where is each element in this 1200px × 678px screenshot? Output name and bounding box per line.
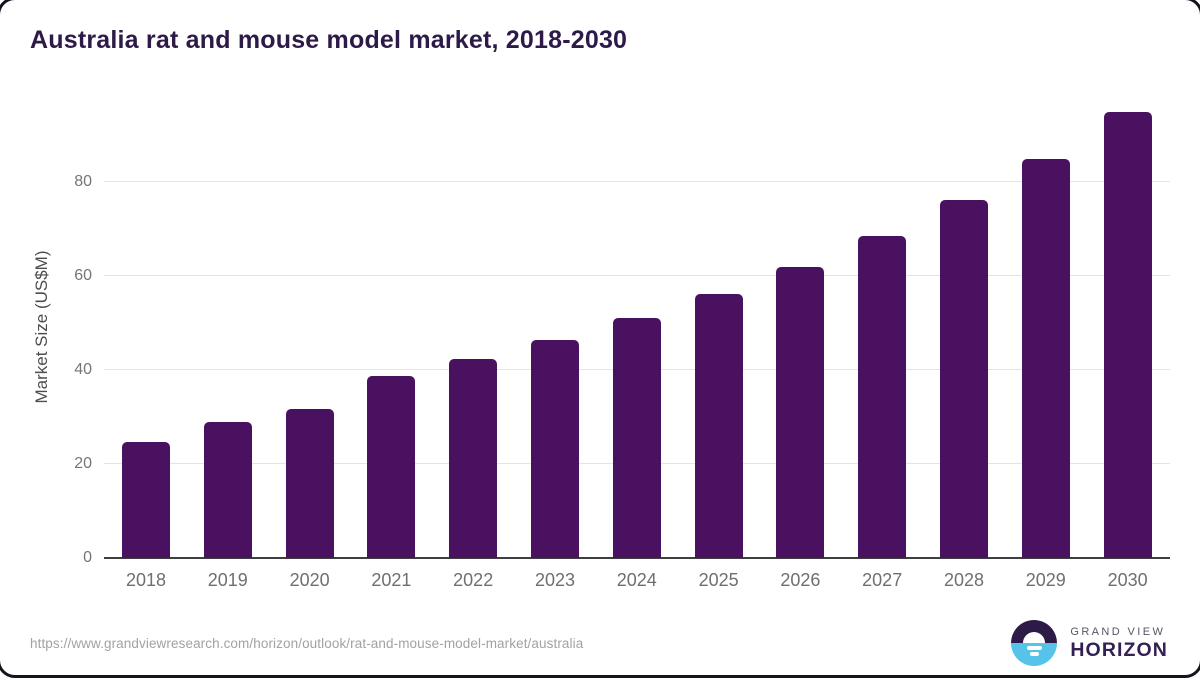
bar-2026[interactable] — [776, 267, 825, 558]
bar-2030[interactable] — [1103, 111, 1152, 558]
x-tick-label-2018: 2018 — [125, 570, 167, 590]
y-tick-label-60: 60 — [74, 267, 92, 284]
bar-2019[interactable] — [203, 421, 252, 558]
logo-wordmark: GRAND VIEW HORIZON — [1070, 625, 1168, 661]
logo-sun-dome — [1023, 632, 1046, 643]
bar-2022[interactable] — [449, 358, 498, 558]
x-tick-label-2026: 2026 — [780, 570, 821, 590]
logo-reflection-line — [1026, 646, 1042, 650]
x-tick-label-2021: 2021 — [371, 570, 412, 590]
logo-brand-name: GRAND VIEW — [1070, 626, 1166, 638]
footer: https://www.grandviewresearch.com/horizo… — [30, 619, 1168, 667]
x-tick-label-2023: 2023 — [534, 570, 576, 590]
source-url-text: https://www.grandviewresearch.com/horizo… — [30, 635, 584, 651]
x-axis-tick-labels: 2018 2019 2020 2021 2022 2023 2024 2025 2026 2027… — [104, 570, 1170, 594]
x-tick-label-2020: 2020 — [289, 570, 330, 590]
bar-2018[interactable] — [122, 442, 170, 558]
x-tick-label-2024: 2024 — [616, 570, 657, 590]
x-tick-label-2029: 2029 — [1025, 570, 1066, 590]
sunrise-over-horizon-icon — [1011, 620, 1058, 666]
chart-title: Australia rat and mouse model market, 20… — [30, 26, 628, 54]
x-tick-label-2027: 2027 — [862, 570, 903, 590]
bar-2020[interactable] — [285, 409, 334, 558]
y-tick-label-0: 0 — [83, 549, 92, 566]
bar-2021[interactable] — [367, 375, 416, 558]
bar-2027[interactable] — [858, 236, 907, 558]
bar-2024[interactable] — [612, 318, 661, 558]
y-tick-label-80: 80 — [74, 173, 92, 190]
bar-2028[interactable] — [940, 199, 988, 558]
bar-2025[interactable] — [694, 293, 743, 558]
x-tick-label-2028: 2028 — [943, 570, 985, 590]
y-tick-label-40: 40 — [74, 361, 92, 378]
bar-2029[interactable] — [1021, 158, 1070, 558]
y-axis-tick-labels: 0 20 40 60 80 — [0, 96, 92, 566]
logo-product-name: HORIZON — [1070, 639, 1168, 661]
x-tick-label-2025: 2025 — [698, 570, 739, 590]
logo-sky-half — [1011, 620, 1058, 643]
plot-area — [104, 96, 1170, 559]
y-tick-label-20: 20 — [74, 455, 92, 472]
x-tick-label-2030: 2030 — [1107, 570, 1148, 590]
bar-2023[interactable] — [531, 339, 579, 558]
gridline-60 — [104, 275, 1170, 276]
x-tick-label-2019: 2019 — [207, 570, 248, 590]
logo-reflection-line — [1029, 652, 1039, 656]
grand-view-horizon-logo: GRAND VIEW HORIZON — [1011, 620, 1168, 666]
x-tick-label-2022: 2022 — [453, 570, 494, 590]
x-axis-line — [104, 557, 1170, 559]
gridline-80 — [104, 181, 1170, 182]
